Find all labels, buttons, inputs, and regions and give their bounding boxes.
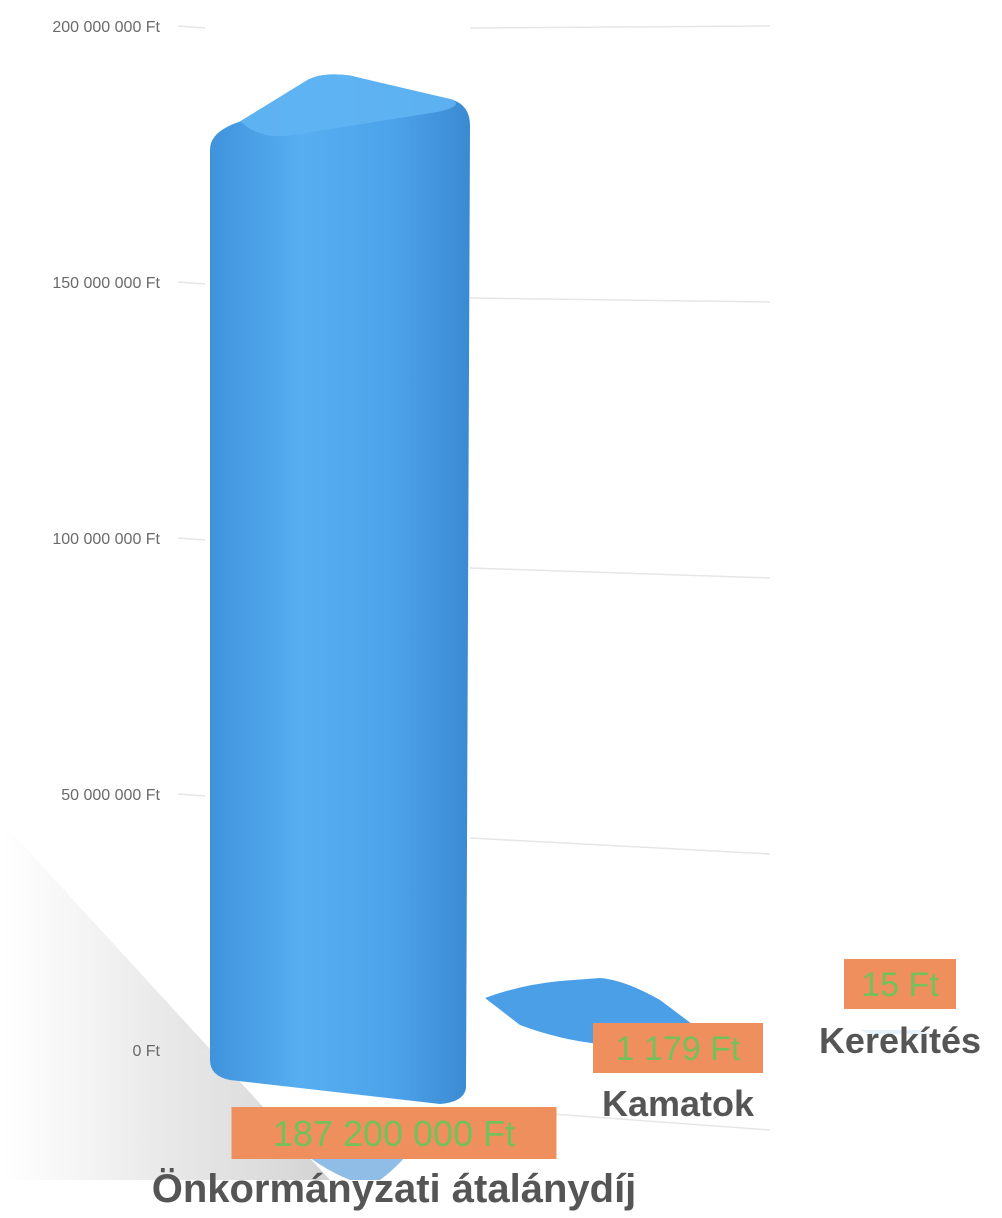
gridline [469,297,771,303]
bar-top-face [240,74,456,137]
y-axis-ticks: 0 Ft 50 000 000 Ft 100 000 000 Ft 150 000 0… [52,19,160,1060]
data-label-box [231,1107,557,1159]
gridline-stub [177,25,206,29]
data-label-box [593,1023,763,1073]
category-label: Kerekítés [819,1020,981,1061]
y-tick-label: 100 000 000 Ft [52,531,160,548]
data-labels: 187 200 000 Ft Önkormányzati átalánydíj 1 … [152,959,981,1211]
data-label-box [844,959,956,1009]
bar-onkormanyzati-atalanydij [210,74,470,1104]
gridline-stub [177,537,206,541]
data-label: 187 200 000 Ft [273,1113,515,1154]
y-tick-label: 50 000 000 Ft [61,787,160,804]
y-tick-label: 200 000 000 Ft [52,19,160,36]
data-label: 15 Ft [861,966,939,1004]
category-label: Kamatok [602,1083,755,1124]
bars [210,74,930,1180]
bar-shadow [0,820,330,1180]
data-label: 1 179 Ft [616,1030,741,1068]
gridline-stub [177,281,206,285]
gridline-stub [177,793,206,797]
bar-kerekites [860,1030,930,1034]
gridline [469,837,771,855]
gridline-stub [177,1049,206,1053]
category-label: Önkormányzati átalánydíj [152,1166,637,1211]
gridline [469,567,771,579]
y-tick-label: 0 Ft [132,1043,160,1060]
shadow-shape [0,820,330,1180]
y-tick-label: 150 000 000 Ft [52,275,160,292]
gridline [469,25,771,29]
